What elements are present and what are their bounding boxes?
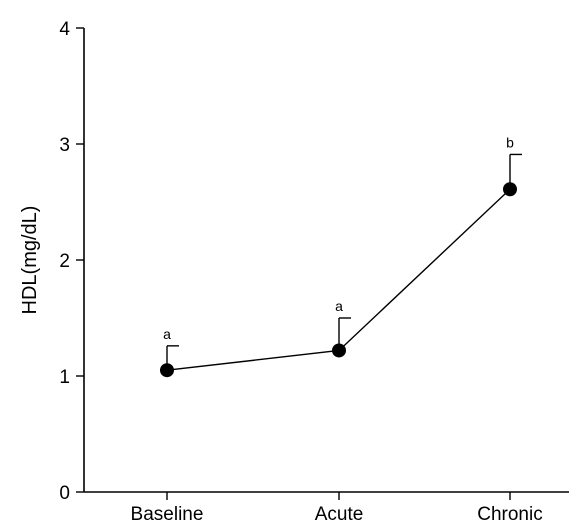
data-point (332, 343, 346, 358)
y-tick-label: 1 (59, 367, 70, 388)
y-tick-label: 4 (59, 19, 70, 40)
data-point (160, 363, 174, 378)
data-points (160, 182, 517, 378)
significance-label: a (163, 326, 171, 342)
significance-label: a (335, 298, 343, 314)
significance-labels: a a b (163, 134, 514, 341)
y-ticks: 0 1 2 3 4 (59, 19, 84, 504)
x-tick-label: Acute (315, 504, 364, 525)
data-point (503, 182, 517, 197)
y-axis-label: HDL(mg/dL) (19, 206, 41, 315)
x-ticks: Baseline Acute Chronic (131, 492, 543, 525)
y-tick-label: 0 (59, 483, 70, 504)
x-tick-label: Chronic (477, 504, 542, 525)
error-bars (166, 153, 522, 371)
y-tick-label: 2 (59, 251, 70, 272)
y-tick-label: 3 (59, 135, 70, 156)
x-tick-label: Baseline (131, 504, 204, 525)
significance-label: b (506, 134, 514, 150)
